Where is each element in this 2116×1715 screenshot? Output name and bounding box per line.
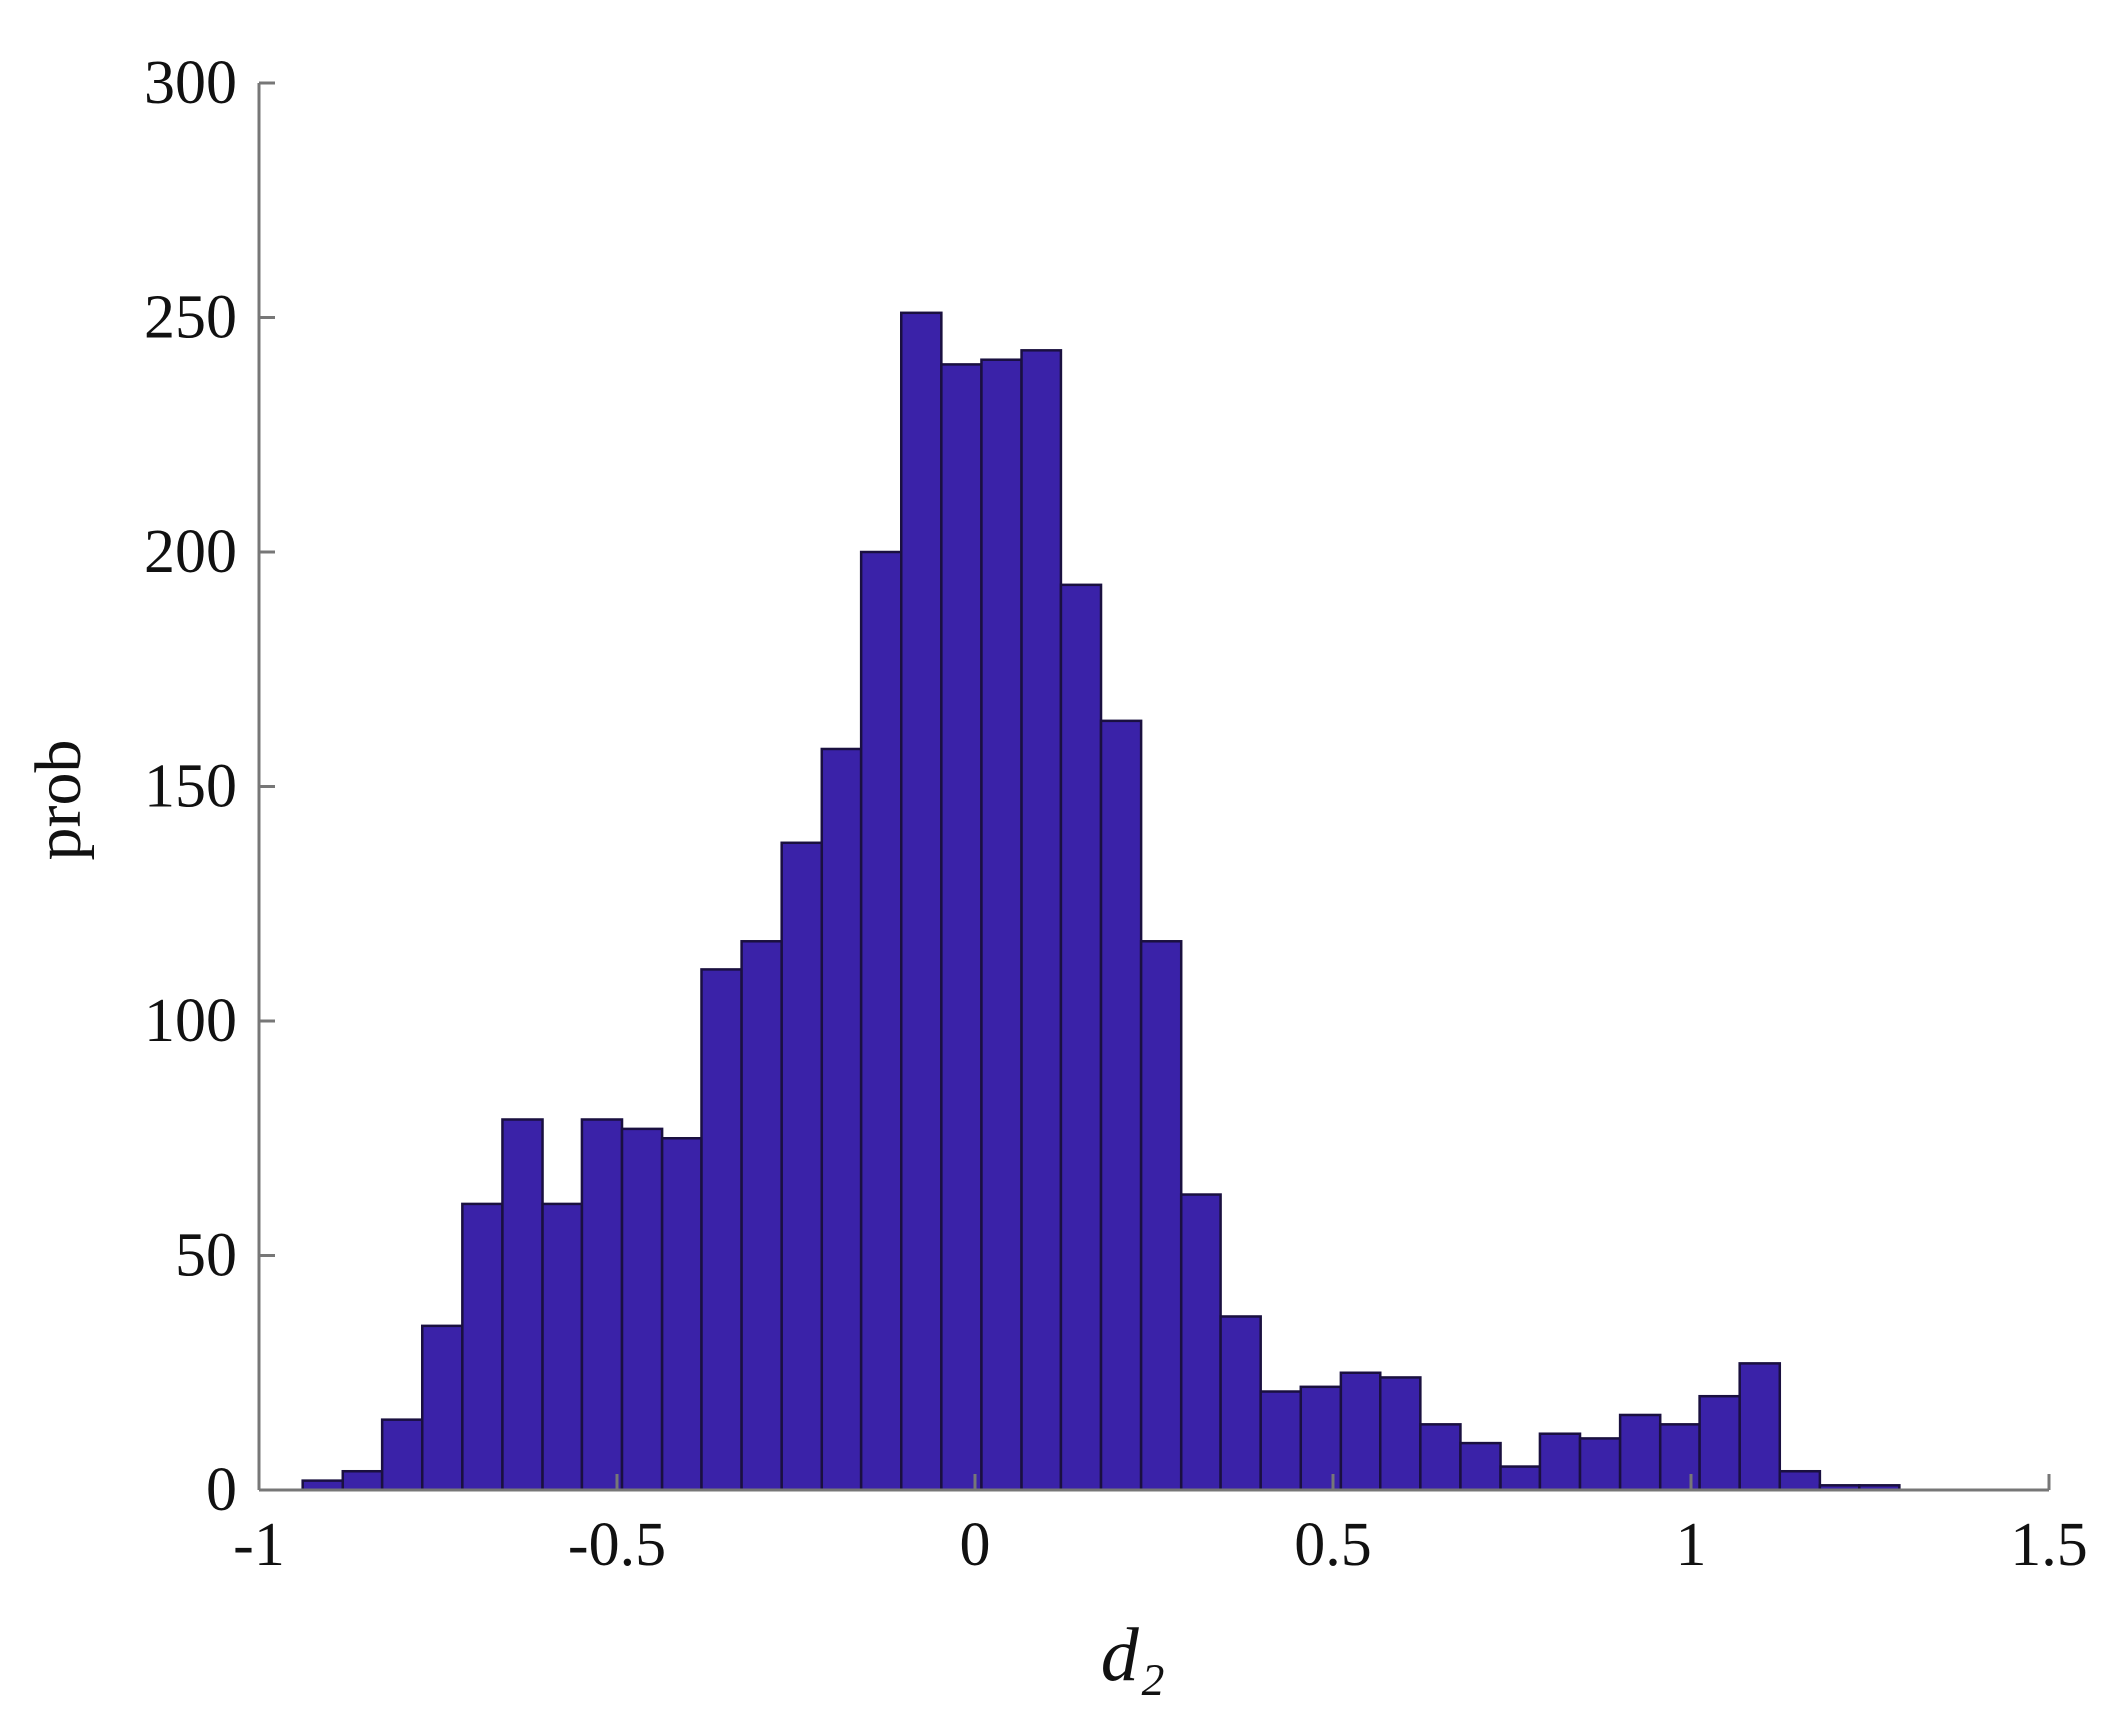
bar	[700, 968, 743, 1492]
bar	[859, 550, 903, 1492]
bar	[1099, 719, 1143, 1492]
x-tick-label: 0.5	[1294, 1511, 1372, 1579]
bar	[1459, 1441, 1502, 1492]
bar	[1578, 1437, 1622, 1492]
bar	[420, 1324, 464, 1492]
bar	[1538, 1432, 1582, 1492]
bar	[541, 1202, 584, 1492]
bar	[1339, 1371, 1382, 1492]
bar	[1658, 1423, 1701, 1492]
bar	[461, 1202, 504, 1492]
bar	[1059, 583, 1103, 1492]
y-tick-label: 300	[144, 49, 237, 117]
y-tick-label: 150	[144, 753, 237, 821]
bar	[1698, 1394, 1741, 1492]
bar	[380, 1418, 424, 1492]
x-tick-label: -0.5	[568, 1511, 666, 1579]
y-axis-label: prob	[22, 740, 95, 861]
bar	[1020, 349, 1063, 1492]
bar	[620, 1127, 664, 1492]
bar	[1618, 1413, 1662, 1492]
x-tick-label: 0	[960, 1511, 991, 1579]
y-tick-label: 0	[206, 1456, 237, 1524]
bar	[1379, 1376, 1422, 1492]
bar	[1259, 1390, 1303, 1492]
bar	[1179, 1193, 1222, 1492]
bar	[980, 358, 1023, 1492]
bar	[740, 940, 783, 1492]
bar	[1778, 1469, 1822, 1492]
y-tick-label: 200	[144, 518, 237, 586]
bar	[580, 1118, 624, 1492]
bar	[940, 363, 983, 1492]
bar	[1499, 1465, 1542, 1492]
bar	[660, 1137, 703, 1492]
bar	[780, 841, 824, 1492]
x-tick-label: 1.5	[2010, 1511, 2088, 1579]
x-tick-label: 1	[1676, 1511, 1707, 1579]
bar	[1219, 1315, 1262, 1492]
bar	[1139, 940, 1183, 1492]
bar	[1299, 1385, 1343, 1492]
y-tick-label: 100	[144, 987, 237, 1055]
bar	[900, 311, 943, 1492]
x-axis-label: d₂	[1101, 1613, 1165, 1697]
bar	[501, 1118, 544, 1492]
y-tick-label: 250	[144, 284, 237, 352]
x-tick-label: -1	[233, 1511, 285, 1579]
bar	[1738, 1362, 1782, 1492]
bar	[1419, 1423, 1462, 1492]
bar	[341, 1469, 384, 1492]
y-tick-label: 50	[175, 1222, 237, 1290]
bar	[820, 747, 863, 1492]
